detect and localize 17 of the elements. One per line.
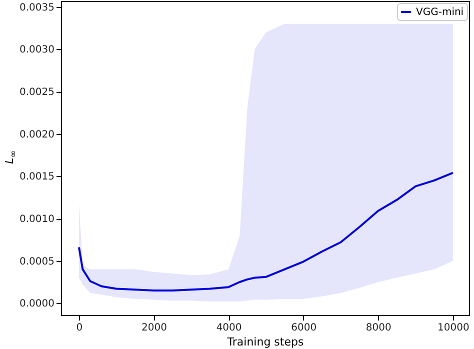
x-tick-label: 2000 [142, 322, 167, 334]
x-tick-label: 8000 [366, 322, 392, 334]
y-tick-label: 0.0020 [20, 129, 54, 140]
x-axis-title: Training steps [226, 336, 304, 348]
y-tick-label: 0.0015 [20, 172, 54, 183]
x-tick-label: 4000 [216, 322, 242, 334]
x-tick-label: 6000 [291, 322, 317, 334]
line-series [78, 172, 454, 292]
y-tick-label: 0.0005 [20, 256, 54, 268]
y-tick-label: 0.0000 [20, 298, 54, 310]
x-tick-label: 10000 [438, 322, 470, 334]
y-tick-label: 0.0030 [20, 44, 54, 56]
x-tick-label: 0 [76, 322, 83, 334]
y-tick-label: 0.0025 [20, 87, 54, 98]
legend-label: VGG-mini [416, 7, 464, 18]
y-tick-label: 0.0035 [20, 2, 54, 14]
y-tick-label: 0.0010 [20, 214, 54, 226]
